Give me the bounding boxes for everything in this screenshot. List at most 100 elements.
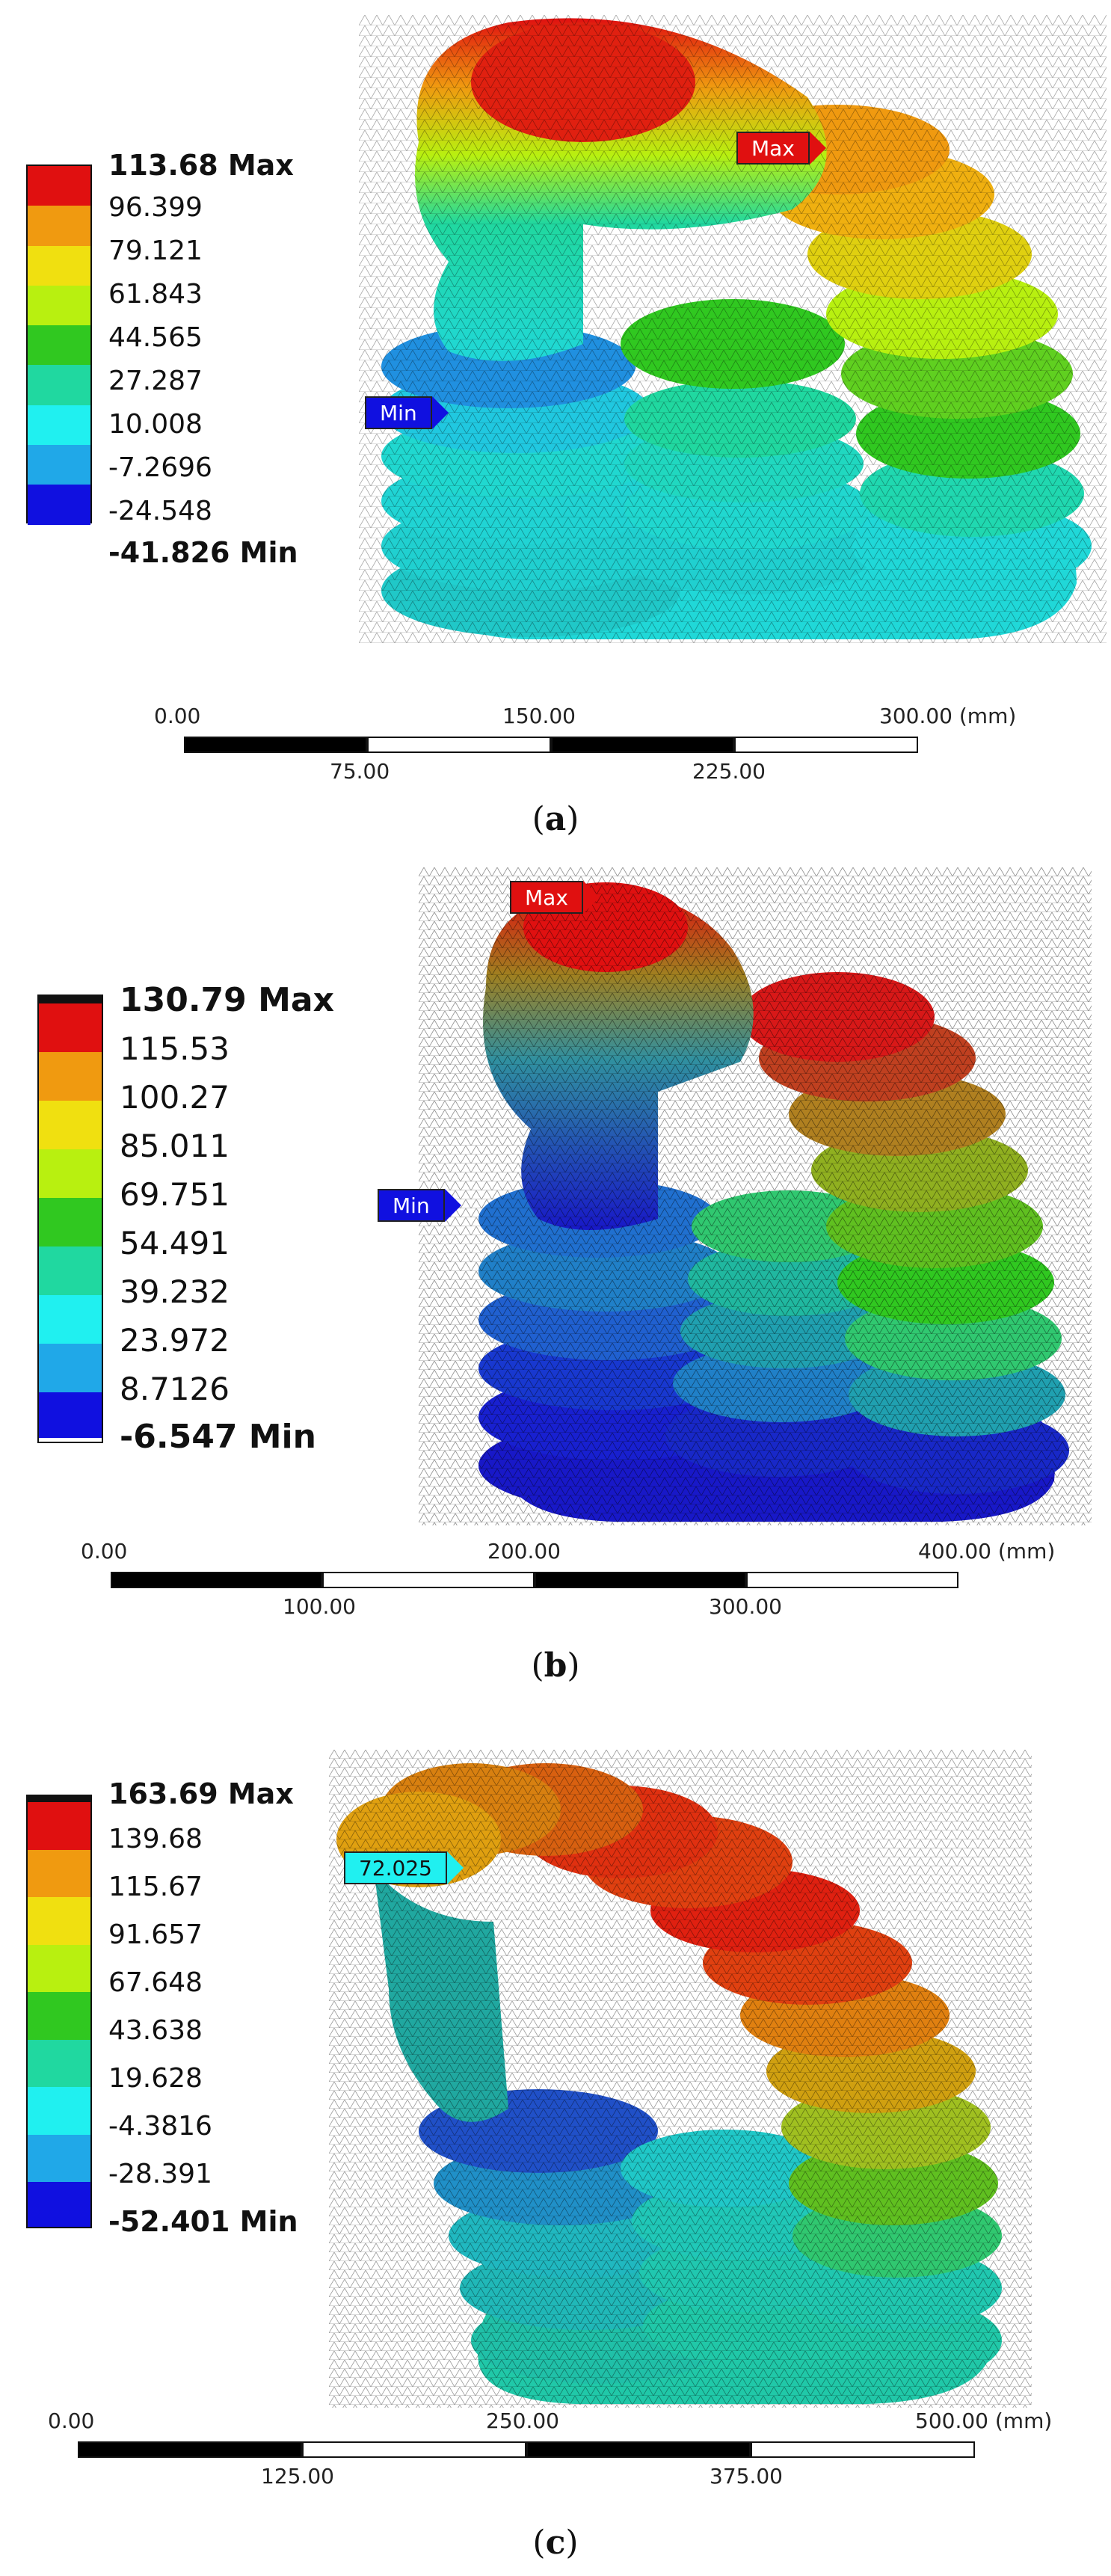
legend-swatch — [28, 445, 90, 485]
scale-tick-label: 0.00 — [81, 1539, 128, 1564]
scale-tick-label: 0.00 — [154, 704, 201, 728]
legend-swatch — [39, 1003, 102, 1052]
legend-swatch — [28, 1796, 90, 1802]
legend-swatch — [39, 1295, 102, 1344]
legend-swatch — [39, 1246, 102, 1295]
legend-label: 69.751 — [120, 1176, 230, 1213]
caption-letter: c — [545, 2524, 566, 2562]
scale-segment — [184, 737, 367, 753]
scale-bar: 0.00 250.00 500.00 (mm) 125.00 375.00 — [48, 2409, 1052, 2501]
max-tag-pointer — [809, 132, 826, 165]
fem-model-render — [419, 867, 1092, 1525]
legend-swatch — [39, 996, 102, 1003]
legend-swatch — [28, 166, 90, 206]
min-tag-label: Min — [378, 1189, 445, 1222]
scale-segment — [322, 1572, 535, 1588]
legend-label: -4.3816 — [108, 2111, 212, 2142]
panel-a: 113.68 Max 96.399 79.121 61.843 44.565 2… — [0, 0, 1111, 860]
legend-label: 19.628 — [108, 2063, 203, 2094]
min-tag: Min — [378, 1189, 461, 1222]
scale-bar: 0.00 150.00 300.00 (mm) 75.00 225.00 — [154, 704, 1016, 796]
legend-swatch — [28, 405, 90, 446]
scale-segment — [302, 2441, 526, 2458]
legend-label: 8.7126 — [120, 1371, 230, 1407]
scale-tick-label: 225.00 — [692, 759, 766, 784]
scale-segment — [78, 2441, 302, 2458]
scale-tick-label: 0.00 — [48, 2409, 95, 2433]
scale-segment — [526, 2441, 751, 2458]
probe-tag-label: 72.025 — [344, 1851, 447, 1884]
legend-swatch — [28, 2087, 90, 2135]
max-tag-pointer — [582, 881, 600, 914]
legend-label: 27.287 — [108, 366, 203, 396]
max-tag-label: Max — [736, 132, 810, 165]
legend-label: 115.67 — [108, 1872, 203, 1902]
max-tag-label: Max — [510, 881, 583, 914]
legend-swatch — [28, 365, 90, 405]
legend-label: 100.27 — [120, 1079, 230, 1116]
legend-label-min: -6.547 Min — [120, 1418, 316, 1456]
min-tag-pointer — [431, 396, 449, 429]
legend-swatch — [39, 1344, 102, 1392]
legend-label: 54.491 — [120, 1225, 230, 1261]
legend-swatch — [28, 1944, 90, 1992]
legend-swatch — [39, 1198, 102, 1246]
legend-swatch — [39, 1392, 102, 1438]
legend-swatch — [28, 285, 90, 326]
legend-label-max: 113.68 Max — [108, 149, 294, 182]
panel-caption: (a) — [532, 800, 579, 838]
legend-swatch — [39, 1052, 102, 1101]
max-tag: Max — [736, 132, 826, 165]
legend-label: 139.68 — [108, 1824, 203, 1854]
legend-label: 115.53 — [120, 1030, 230, 1067]
legend-label-max: 130.79 Max — [120, 981, 334, 1019]
legend-swatch — [39, 1149, 102, 1198]
legend-label: 91.657 — [108, 1919, 203, 1950]
legend-label: 39.232 — [120, 1273, 230, 1310]
legend-label: 61.843 — [108, 279, 203, 310]
legend-swatch — [28, 1992, 90, 2040]
legend-label: 43.638 — [108, 2015, 203, 2046]
scale-segment — [751, 2441, 975, 2458]
min-tag: Min — [365, 396, 449, 429]
fem-model-render — [359, 15, 1107, 643]
legend-label: 67.648 — [108, 1967, 203, 1998]
scale-tick-label: 250.00 — [486, 2409, 559, 2433]
legend-swatch — [28, 245, 90, 286]
legend-label: -28.391 — [108, 2159, 212, 2189]
probe-tag: 72.025 — [344, 1851, 464, 1884]
max-tag: Max — [510, 881, 600, 914]
scale-tick-label: 300.00 — [709, 1594, 782, 1619]
fem-model-render — [329, 1750, 1032, 2408]
caption-letter: a — [544, 800, 567, 838]
legend-label: 44.565 — [108, 322, 203, 353]
legend-swatch — [39, 1101, 102, 1149]
legend-swatch — [28, 206, 90, 246]
scale-tick-label: 500.00 (mm) — [915, 2409, 1053, 2433]
legend-swatch — [28, 325, 90, 366]
scale-bar: 0.00 200.00 400.00 (mm) 100.00 300.00 — [81, 1539, 1055, 1632]
legend-label-max: 163.69 Max — [108, 1777, 294, 1810]
probe-tag-pointer — [446, 1851, 464, 1884]
legend-label: 23.972 — [120, 1322, 230, 1359]
scale-tick-label: 400.00 (mm) — [918, 1539, 1056, 1564]
legend-label: 85.011 — [120, 1128, 230, 1164]
caption-letter: b — [544, 1647, 567, 1685]
scale-tick-label: 375.00 — [710, 2464, 783, 2489]
scale-segment — [367, 737, 551, 753]
min-tag-label: Min — [365, 396, 432, 429]
legend-label: 79.121 — [108, 236, 203, 266]
legend-label: -7.2696 — [108, 452, 212, 483]
legend-label-min: -41.826 Min — [108, 536, 298, 569]
legend-swatch — [28, 2182, 90, 2227]
scale-segment — [551, 737, 734, 753]
scale-tick-label: 125.00 — [261, 2464, 334, 2489]
panel-caption: (b) — [531, 1647, 580, 1685]
legend-color-bar — [26, 1795, 92, 2228]
scale-segment — [111, 1572, 322, 1588]
legend-swatch — [28, 2134, 90, 2182]
scale-tick-label: 100.00 — [283, 1594, 356, 1619]
legend-swatch — [28, 1897, 90, 1945]
scale-segment — [734, 737, 918, 753]
scale-tick-label: 75.00 — [330, 759, 390, 784]
